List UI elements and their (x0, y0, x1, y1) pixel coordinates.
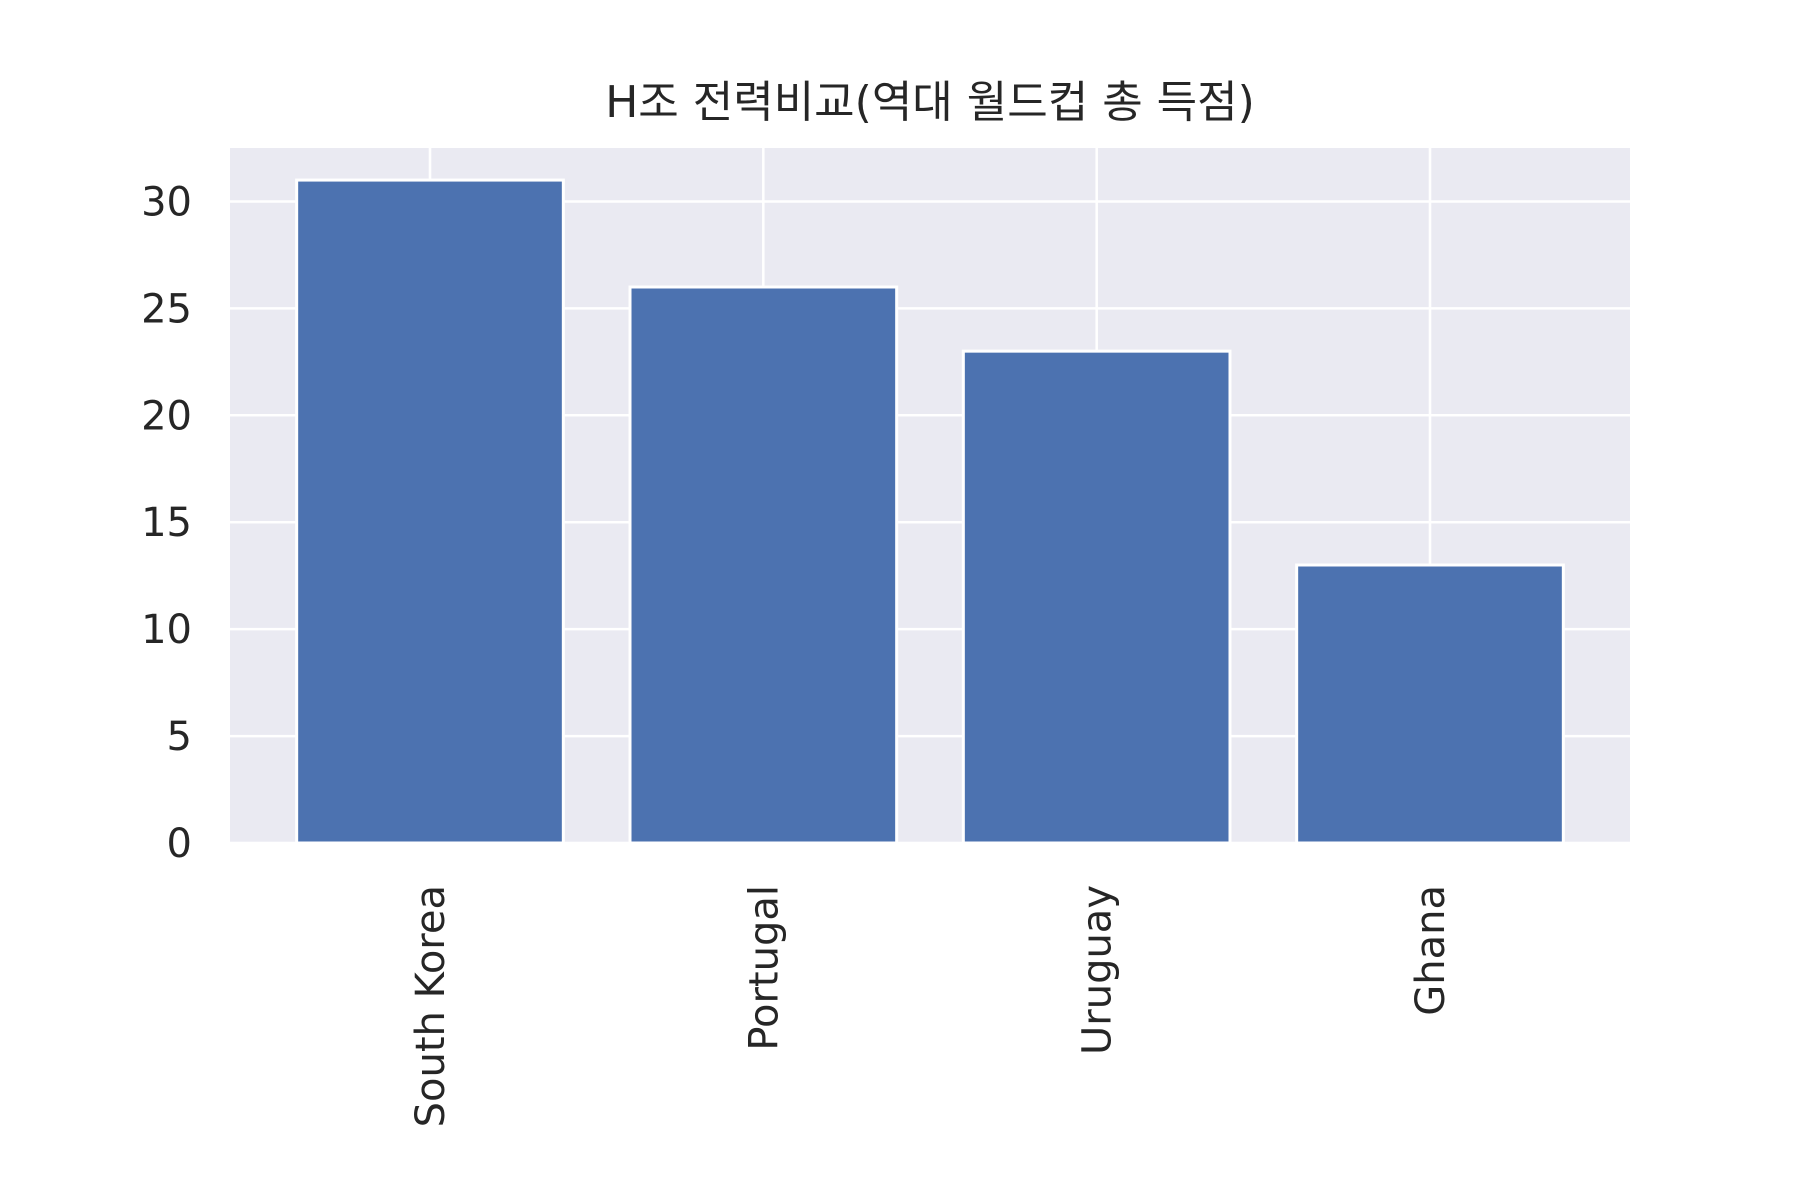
y-tick-label: 30 (141, 179, 192, 225)
y-tick-label: 25 (141, 286, 192, 332)
y-tick-label: 15 (141, 500, 192, 546)
x-axis-ticks: South Korea Portugal Uruguay Ghana (408, 885, 1454, 1127)
y-tick-label: 20 (141, 393, 192, 439)
bar (961, 349, 1232, 845)
bars (295, 178, 1565, 845)
chart-title: H조 전력비교(역대 월드컵 총 득점) (605, 77, 1255, 128)
y-tick-label: 10 (141, 607, 192, 653)
x-tick-label: Ghana (1408, 885, 1454, 1016)
bar (1295, 563, 1565, 845)
bar (628, 285, 899, 845)
y-tick-label: 5 (167, 714, 192, 760)
y-axis-ticks: 0 5 10 15 20 25 30 (141, 179, 192, 867)
x-tick-label: Uruguay (1075, 885, 1121, 1055)
y-tick-label: 0 (167, 821, 192, 867)
x-tick-label: Portugal (741, 885, 787, 1051)
x-tick-label: South Korea (408, 885, 454, 1127)
bar (295, 178, 565, 845)
